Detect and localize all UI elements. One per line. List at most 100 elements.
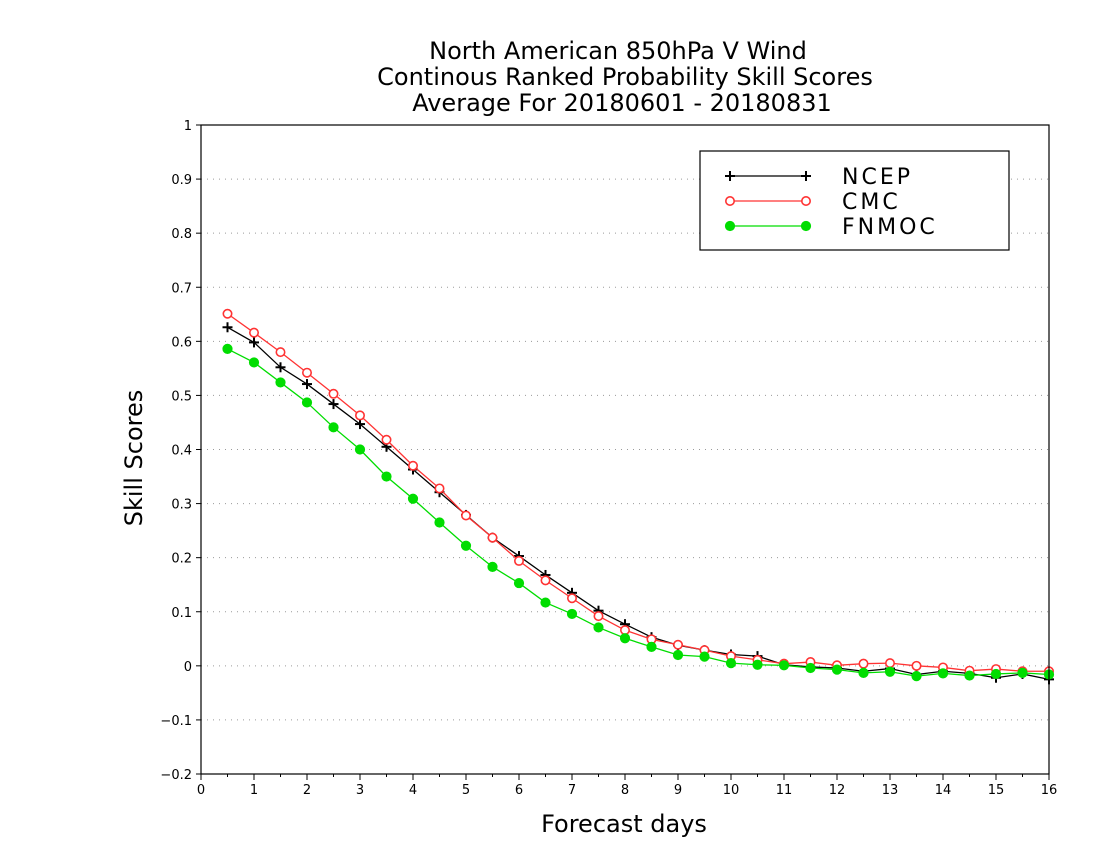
x-axis-title: Forecast days — [541, 810, 707, 838]
cmc-point — [884, 658, 895, 669]
y-tick-label: 0.7 — [171, 281, 192, 296]
cmc-point — [434, 483, 445, 494]
cmc-point — [858, 658, 869, 669]
fnmoc-point — [460, 540, 472, 551]
series-ncep — [222, 322, 1054, 685]
cmc-point — [540, 575, 551, 586]
fnmoc-point — [407, 493, 419, 504]
cmc-point — [566, 593, 577, 604]
series-fnmoc — [222, 343, 1055, 682]
cmc-point — [249, 327, 260, 338]
ncep-point — [249, 337, 259, 348]
fnmoc-point — [990, 668, 1002, 680]
fnmoc-point — [725, 658, 737, 669]
x-tick-label: 9 — [674, 783, 682, 798]
chart-title: North American 850hPa V Wind Continous R… — [377, 37, 873, 117]
legend-label-ncep: NCEP — [842, 165, 913, 190]
series-line-cmc — [227, 313, 1049, 672]
chart-title-line-2: Continous Ranked Probability Skill Score… — [377, 63, 873, 91]
fnmoc-point — [778, 660, 790, 671]
x-tick-label: 7 — [568, 783, 576, 798]
y-axis-title: Skill Scores — [120, 390, 148, 527]
ncep-point — [328, 399, 339, 410]
fnmoc-point — [831, 664, 843, 675]
cmc-point — [275, 347, 286, 358]
x-tick-label: 10 — [723, 783, 740, 798]
fnmoc-point — [858, 667, 869, 678]
y-tick-label: 0.6 — [171, 335, 192, 350]
fnmoc-point — [593, 622, 604, 633]
y-tick-label: 0 — [184, 660, 192, 675]
cmc-point — [354, 410, 365, 421]
x-tick-label: 14 — [935, 783, 952, 798]
cmc-point — [301, 367, 312, 378]
fnmoc-point — [275, 377, 286, 388]
chart-title-line-1: North American 850hPa V Wind — [429, 37, 807, 65]
cmc-legend-marker — [800, 196, 811, 207]
y-tick-label: 0.9 — [171, 173, 192, 188]
cmc-point — [407, 460, 418, 471]
x-tick-label: 11 — [776, 783, 793, 798]
data-series — [222, 308, 1055, 685]
cmc-legend-marker — [724, 196, 735, 207]
x-tick-label: 3 — [356, 783, 364, 798]
y-tick-label: −0.2 — [160, 768, 192, 783]
cmc-point — [460, 510, 471, 521]
y-tick-label: 0.2 — [171, 552, 192, 567]
fnmoc-point — [805, 662, 816, 674]
cmc-point — [513, 555, 524, 566]
series-line-fnmoc — [227, 348, 1050, 677]
x-tick-label: 0 — [197, 783, 205, 798]
series-line-ncep — [227, 326, 1050, 680]
plot-area-frame — [200, 124, 1050, 775]
x-tick-label: 5 — [462, 783, 470, 798]
fnmoc-point — [937, 668, 949, 679]
series-cmc — [222, 308, 1055, 677]
x-tick-label: 13 — [882, 783, 899, 798]
y-tick-label: 0.8 — [171, 227, 192, 242]
fnmoc-point — [619, 633, 631, 644]
fnmoc-point — [672, 649, 684, 661]
cmc-point — [672, 639, 683, 650]
cmc-point — [593, 611, 604, 622]
fnmoc-point — [646, 641, 657, 653]
fnmoc-point — [328, 422, 339, 433]
fnmoc-point — [752, 659, 763, 670]
x-tick-label: 16 — [1041, 783, 1058, 798]
x-tick-label: 15 — [988, 783, 1005, 798]
cmc-point — [328, 388, 339, 399]
y-tick-label: 0.5 — [171, 389, 192, 404]
y-tick-label: 0.1 — [171, 606, 192, 621]
fnmoc-point — [566, 608, 578, 620]
fnmoc-point — [911, 671, 922, 682]
fnmoc-point — [381, 471, 392, 482]
axis-ticks: −0.2 −0.1 0 0.1 0.2 0.3 0.4 0.5 0.6 0.7 0.8 0.9 10 1 2… — [160, 119, 1057, 798]
fnmoc-point — [354, 444, 366, 455]
legend-label-fnmoc: FNMOC — [842, 215, 938, 240]
fnmoc-point — [540, 597, 551, 608]
cmc-point — [487, 532, 498, 543]
ncep-point — [302, 379, 312, 390]
y-tick-label: 0.4 — [171, 444, 192, 459]
fnmoc-point — [1017, 667, 1028, 678]
ncep-legend-marker — [725, 171, 735, 181]
cmc-point — [381, 434, 392, 445]
fnmoc-point — [248, 357, 260, 368]
cmc-point — [222, 308, 233, 319]
fnmoc-point — [884, 666, 896, 677]
fnmoc-point — [301, 397, 313, 408]
cmc-point — [911, 660, 922, 671]
fnmoc-legend-marker — [724, 220, 736, 232]
fnmoc-legend-marker — [800, 220, 812, 232]
fnmoc-point — [222, 343, 233, 355]
legend-label-cmc: CMC — [842, 190, 901, 215]
fnmoc-point — [699, 651, 710, 662]
x-tick-label: 8 — [621, 783, 629, 798]
x-tick-label: 1 — [250, 783, 258, 798]
ncep-point — [222, 322, 233, 333]
y-tick-label: 0.3 — [171, 498, 192, 513]
x-tick-label: 2 — [303, 783, 311, 798]
y-tick-label: −0.1 — [160, 714, 192, 729]
